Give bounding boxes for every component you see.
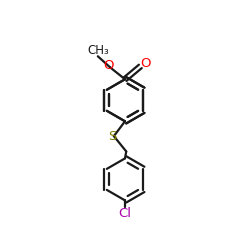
Text: S: S (108, 130, 117, 143)
Text: CH₃: CH₃ (88, 44, 109, 57)
Text: O: O (140, 57, 151, 70)
Text: Cl: Cl (118, 207, 132, 220)
Text: O: O (103, 59, 114, 72)
